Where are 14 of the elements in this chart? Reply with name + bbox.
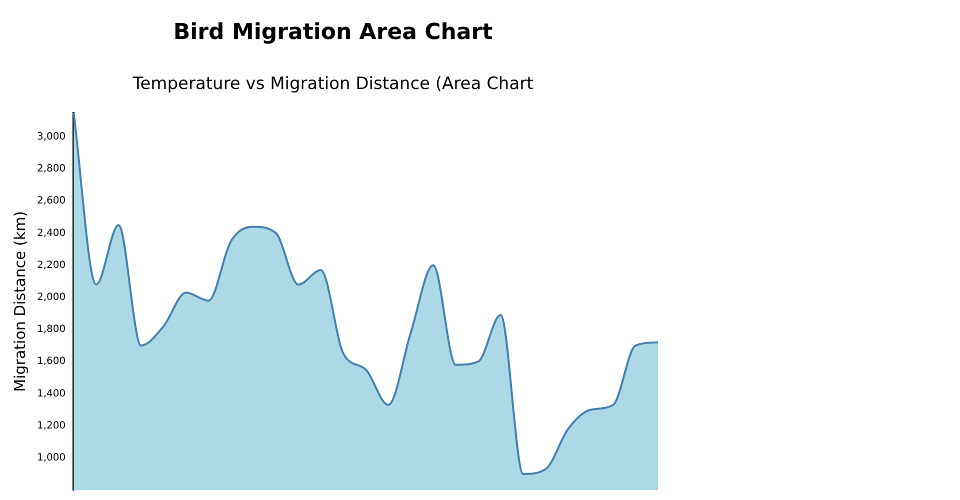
y-tick-label: 1,600: [36, 356, 66, 368]
y-axis-title: Migration Distance (km): [10, 210, 29, 392]
y-tick-label: 3,000: [36, 131, 66, 142]
y-tick-label: 2,800: [36, 164, 66, 175]
chart-title: Bird Migration Area Chart: [173, 20, 494, 45]
y-tick-label: 2,200: [36, 260, 66, 271]
chart-subtitle: Temperature vs Migration Distance (Area Chart: [132, 74, 534, 94]
y-tick-label: 2,400: [36, 228, 66, 239]
y-tick-label: 2,600: [36, 196, 66, 207]
y-tick-label: 1,000: [36, 452, 66, 464]
y-tick-label: 1,200: [36, 420, 66, 432]
y-tick-label: 1,400: [36, 388, 66, 400]
y-tick-label: 2,000: [36, 292, 66, 303]
y-tick-label: 1,800: [36, 324, 66, 336]
